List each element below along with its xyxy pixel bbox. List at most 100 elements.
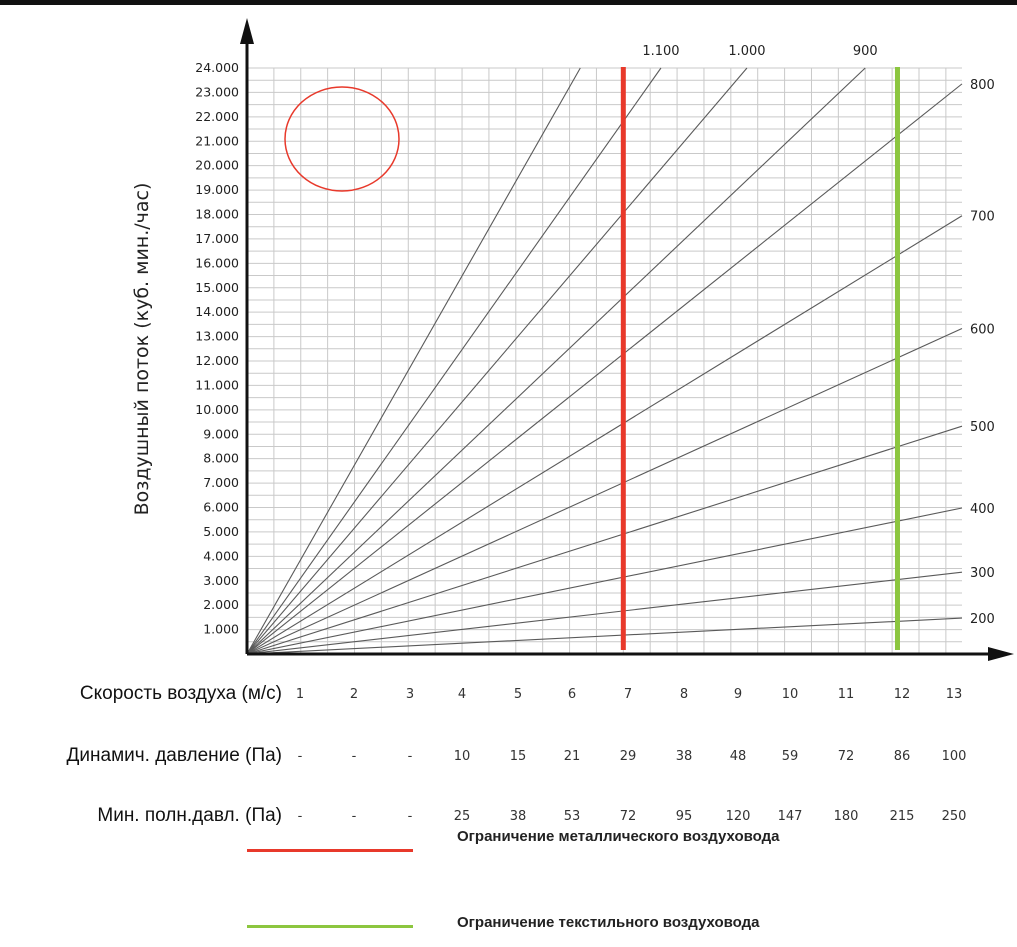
table-cell: 10: [781, 687, 799, 702]
series-label: 200: [970, 612, 995, 627]
table-cell: 15: [509, 749, 527, 764]
table-cell: 11: [837, 687, 855, 702]
series-label: 600: [970, 323, 995, 338]
y-tick-label: 13.000: [195, 329, 239, 344]
series-label: 800: [970, 78, 995, 93]
x-axis-arrow: [988, 647, 1014, 661]
table-cell: 8: [679, 687, 689, 702]
y-axis-label: Воздушный поток (куб. мин./час): [131, 182, 153, 516]
table-cell: 72: [619, 809, 637, 824]
table-cell: 100: [941, 749, 967, 764]
legend-label-textile: Ограничение текстильного воздуховода: [457, 914, 760, 931]
y-tick-label: 3.000: [203, 573, 239, 588]
table-cell: 10: [453, 749, 471, 764]
series-label: 300: [970, 566, 995, 581]
y-tick-label: 11.000: [195, 377, 239, 392]
y-tick-label: 24.000: [195, 60, 239, 75]
y-tick-label: 20.000: [195, 158, 239, 173]
series-label: 1.000: [728, 44, 765, 59]
table-cell: 3: [405, 687, 415, 702]
series-line: [246, 328, 963, 655]
table-cell: -: [407, 809, 413, 824]
table-cell: -: [351, 809, 357, 824]
table-cell: 6: [567, 687, 577, 702]
table-cell: 38: [675, 749, 693, 764]
highlight-circle: [284, 86, 400, 192]
table-cell: 86: [893, 749, 911, 764]
table-cell: -: [351, 749, 357, 764]
y-tick-label: 9.000: [203, 426, 239, 441]
series-label: 700: [970, 210, 995, 225]
series-label: 1.100: [642, 44, 679, 59]
y-tick-label: 1.000: [203, 622, 239, 637]
series-line: [246, 83, 963, 655]
y-tick-label: 12.000: [195, 353, 239, 368]
legend-label-metal: Ограничение металлического воздуховода: [457, 828, 780, 845]
table-row-label: Скорость воздуха (м/с): [79, 683, 282, 704]
series-line: [246, 617, 963, 655]
table-cell: -: [297, 749, 303, 764]
table-cell: 21: [563, 749, 581, 764]
y-tick-label: 19.000: [195, 182, 239, 197]
y-tick-label: 8.000: [203, 451, 239, 466]
y-tick-label: 15.000: [195, 280, 239, 295]
y-tick-label: 14.000: [195, 304, 239, 319]
table-cell: 120: [725, 809, 751, 824]
table-cell: 1: [295, 687, 305, 702]
table-cell: 38: [509, 809, 527, 824]
series-line: [246, 425, 963, 655]
table-cell: 59: [781, 749, 799, 764]
series-line: [246, 67, 581, 655]
axes: [240, 18, 1014, 661]
series-line: [246, 215, 963, 655]
y-tick-label: 16.000: [195, 255, 239, 270]
series-label: 500: [970, 420, 995, 435]
y-tick-label: 7.000: [203, 475, 239, 490]
table-cell: 250: [941, 809, 967, 824]
series-line: [246, 67, 662, 655]
table-cell: 13: [945, 687, 963, 702]
limit-lines: [620, 67, 900, 650]
y-tick-label: 21.000: [195, 133, 239, 148]
legend-swatch-metal: [247, 849, 413, 852]
table-cell: 4: [457, 687, 467, 702]
y-tick-label: 23.000: [195, 84, 239, 99]
table-cell: 72: [837, 749, 855, 764]
table-cell: 215: [889, 809, 915, 824]
table-cell: 2: [349, 687, 359, 702]
table-cell: -: [407, 749, 413, 764]
table-cell: 48: [729, 749, 747, 764]
legend-swatch-textile: [247, 925, 413, 928]
top-border: [0, 0, 1017, 5]
y-tick-label: 10.000: [195, 402, 239, 417]
series-labels: 200 300 400 500 600 700 800 900 1.000 1.100: [642, 44, 994, 627]
y-tick-label: 22.000: [195, 109, 239, 124]
grid: [247, 67, 962, 654]
series-line: [246, 67, 748, 655]
table-cell: 147: [777, 809, 803, 824]
series-lines: [246, 67, 963, 655]
table-cell: 29: [619, 749, 637, 764]
table-cell: 12: [893, 687, 911, 702]
table-cell: 9: [733, 687, 743, 702]
y-tick-labels: 1.000 2.000 3.000 4.000 5.000 6.000 7.000 8.000…: [195, 60, 239, 637]
y-tick-label: 17.000: [195, 231, 239, 246]
table-cell: 7: [623, 687, 633, 702]
y-axis-arrow: [240, 18, 254, 44]
table-cell: 53: [563, 809, 581, 824]
table-row-label: Мин. полн.давл. (Па): [97, 805, 282, 826]
y-tick-label: 6.000: [203, 500, 239, 515]
y-tick-label: 4.000: [203, 548, 239, 563]
table-row-label: Динамич. давление (Па): [66, 745, 282, 766]
table-cell: 180: [833, 809, 859, 824]
series-label: 400: [970, 502, 995, 517]
table-cell: 95: [675, 809, 693, 824]
table-cell: 5: [513, 687, 523, 702]
series-line: [246, 67, 866, 655]
series-line: [246, 571, 963, 655]
y-tick-label: 18.000: [195, 207, 239, 222]
series-label: 900: [853, 44, 878, 59]
series-line: [246, 507, 963, 655]
y-tick-label: 2.000: [203, 597, 239, 612]
